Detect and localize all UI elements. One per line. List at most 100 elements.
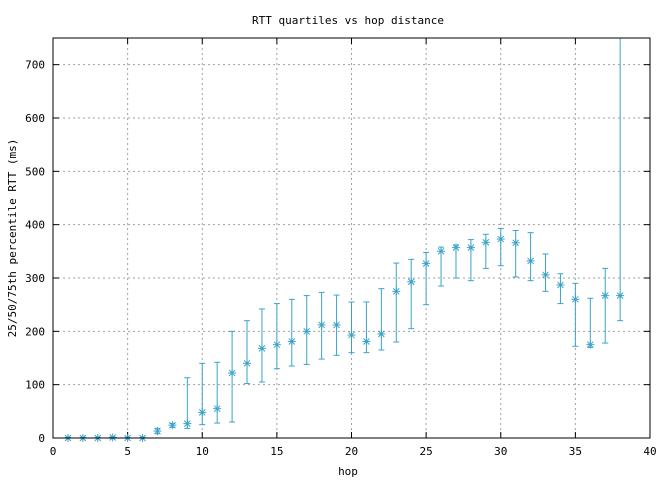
- marker-stroke: [228, 369, 236, 377]
- median-marker: [317, 320, 326, 329]
- y-tick-label: 100: [25, 379, 45, 392]
- y-tick-label: 300: [25, 272, 45, 285]
- marker-stroke: [467, 244, 475, 251]
- median-marker: [108, 433, 117, 442]
- data-point: [362, 301, 371, 354]
- x-tick-label: 25: [420, 445, 433, 458]
- median-marker: [407, 277, 416, 286]
- median-marker: [586, 340, 595, 349]
- median-marker: [287, 337, 296, 346]
- data-point: [437, 246, 446, 287]
- marker-stroke: [213, 405, 221, 413]
- data-point: [422, 251, 431, 306]
- chart-title: RTT quartiles vs hop distance: [252, 14, 444, 27]
- x-tick-label: 35: [569, 445, 582, 458]
- data-point: [392, 262, 401, 343]
- median-marker: [466, 243, 475, 252]
- marker-stroke: [527, 257, 534, 265]
- marker-stroke: [407, 278, 415, 286]
- marker-stroke: [198, 409, 206, 416]
- marker-stroke: [572, 295, 579, 303]
- median-marker: [347, 331, 356, 340]
- data-point: [451, 243, 460, 279]
- marker-stroke: [243, 359, 251, 367]
- data-point: [556, 273, 565, 305]
- data-point: [183, 377, 192, 429]
- y-tick-label: 500: [25, 165, 45, 178]
- x-tick-label: 40: [643, 445, 656, 458]
- median-marker: [422, 259, 431, 268]
- data-point: [601, 267, 610, 344]
- median-marker: [377, 330, 386, 338]
- median-marker: [616, 291, 625, 300]
- marker-stroke: [333, 321, 340, 329]
- data-point: [511, 230, 520, 278]
- marker-stroke: [318, 321, 326, 329]
- y-axis-label: 25/50/75th percentile RTT (ms): [6, 139, 19, 338]
- data-point: [228, 330, 237, 423]
- marker-stroke: [497, 235, 505, 243]
- data-point: [317, 291, 326, 360]
- x-tick-label: 30: [494, 445, 507, 458]
- marker-stroke: [363, 338, 370, 345]
- median-marker: [332, 320, 341, 329]
- median-marker: [601, 291, 610, 300]
- data-point: [302, 295, 311, 365]
- median-marker: [526, 256, 535, 265]
- marker-stroke: [258, 345, 266, 352]
- data-point: [526, 232, 535, 282]
- marker-stroke: [542, 271, 549, 279]
- marker-stroke: [512, 239, 520, 247]
- median-marker: [243, 359, 252, 368]
- marker-stroke: [303, 327, 311, 335]
- median-marker: [541, 270, 550, 279]
- data-point: [377, 288, 386, 351]
- data-point: [347, 301, 356, 354]
- marker-stroke: [586, 341, 594, 349]
- x-tick-label: 15: [270, 445, 283, 458]
- data-point: [243, 320, 252, 385]
- x-tick-label: 10: [196, 445, 209, 458]
- data-point: [496, 227, 505, 267]
- median-marker: [272, 340, 281, 349]
- marker-stroke: [183, 420, 191, 427]
- median-marker: [481, 238, 490, 247]
- median-marker: [571, 295, 580, 304]
- data-point: [198, 362, 207, 426]
- y-tick-label: 600: [25, 112, 45, 125]
- data-point: [586, 297, 595, 349]
- marker-stroke: [557, 281, 564, 289]
- data-point: [481, 233, 490, 269]
- x-tick-label: 20: [345, 445, 358, 458]
- data-point: [272, 303, 281, 370]
- x-tick-label: 5: [124, 445, 131, 458]
- median-marker: [257, 344, 266, 353]
- marker-stroke: [482, 238, 490, 246]
- data-point: [153, 427, 162, 436]
- marker-stroke: [109, 434, 117, 441]
- data-point: [541, 253, 550, 292]
- y-tick-label: 200: [25, 325, 45, 338]
- y-tick-label: 400: [25, 219, 45, 232]
- median-marker: [168, 421, 177, 430]
- data-point: [168, 421, 177, 430]
- median-marker: [198, 408, 207, 417]
- grid-lines: [53, 38, 650, 438]
- median-marker: [556, 280, 565, 289]
- median-marker: [511, 238, 520, 247]
- data-point: [466, 239, 475, 282]
- data-point: [407, 258, 416, 330]
- marker-stroke: [348, 331, 355, 339]
- marker-stroke: [288, 338, 296, 345]
- data-point: [332, 294, 341, 356]
- marker-stroke: [154, 427, 161, 435]
- data-point: [213, 361, 222, 424]
- y-tick-label: 0: [38, 432, 45, 445]
- median-marker: [213, 404, 222, 413]
- median-marker: [437, 247, 446, 256]
- median-marker: [183, 419, 192, 428]
- x-axis-label: hop: [338, 465, 358, 478]
- x-tick-label: 0: [50, 445, 57, 458]
